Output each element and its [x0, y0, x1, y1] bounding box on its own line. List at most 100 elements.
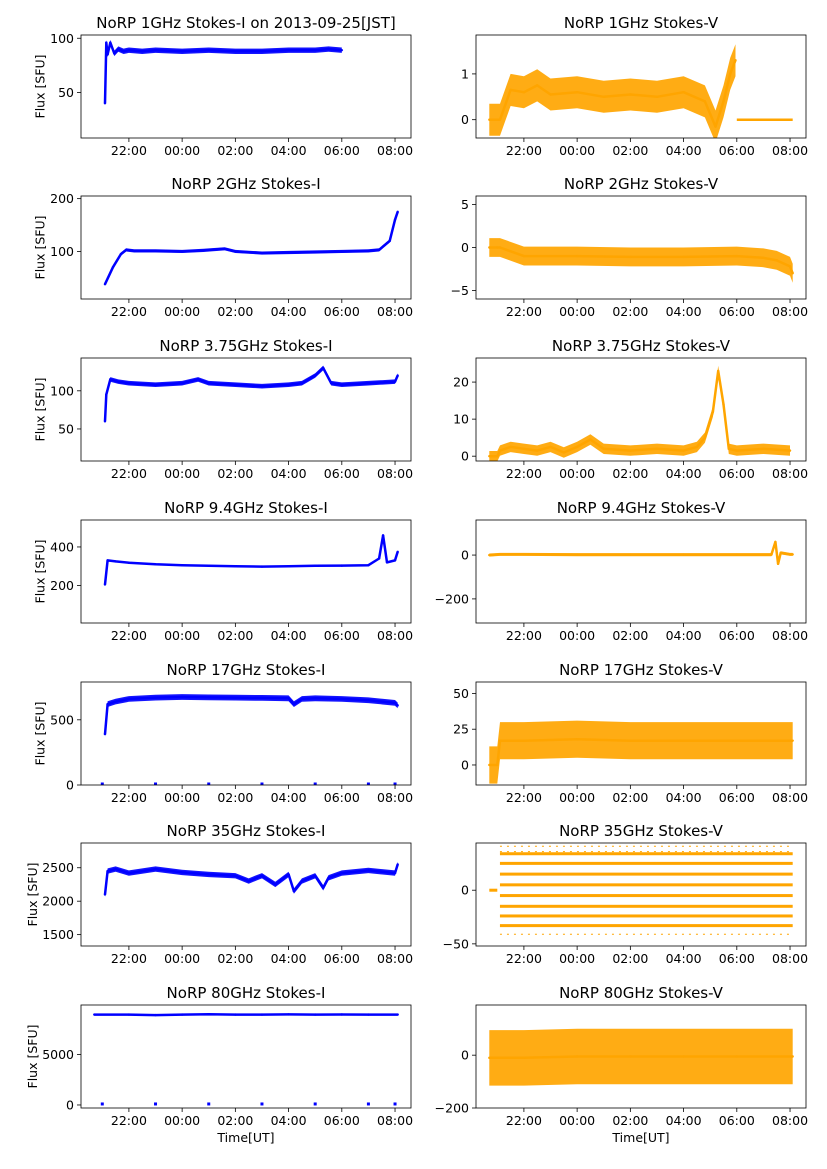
data-point — [127, 48, 131, 52]
baseline-segment — [489, 888, 498, 892]
data-point — [488, 118, 491, 121]
axes-frame — [475, 34, 807, 139]
series-band — [105, 39, 342, 106]
series-line — [103, 864, 399, 895]
data-point — [234, 383, 237, 386]
data-point — [154, 867, 157, 871]
data-point — [114, 700, 117, 703]
y-axis-label: Flux [SFU] — [33, 702, 48, 766]
data-point — [488, 763, 491, 767]
data-point — [207, 1013, 210, 1016]
y-tick-label: 50 — [58, 421, 74, 436]
data-point — [234, 565, 237, 568]
level-band — [499, 861, 793, 865]
y-tick-label: 10 — [453, 412, 469, 427]
data-point — [522, 91, 526, 94]
panel-4: 22:00 00:00 02:00 04:00 06:00 08:00 −5 0 5 NoRP 2… — [451, 175, 809, 319]
series-band — [489, 540, 793, 566]
series-band — [105, 365, 398, 424]
data-point — [703, 436, 707, 439]
data-point — [655, 95, 659, 99]
data-point — [313, 697, 317, 700]
x-tick-label: 02:00 — [217, 1113, 253, 1128]
y-axis-label: Flux [SFU] — [25, 863, 40, 927]
data-point — [695, 445, 699, 449]
x-tick-label: 08:00 — [377, 1113, 413, 1128]
data-point — [207, 564, 210, 568]
gap-marker — [313, 782, 317, 785]
data-point — [575, 254, 579, 258]
data-point — [629, 449, 632, 452]
data-point — [127, 697, 131, 701]
data-point — [788, 553, 792, 556]
data-point — [255, 876, 258, 879]
x-tick-label: 04:00 — [271, 466, 307, 481]
data-point — [498, 739, 502, 742]
y-tick-label: 500 — [50, 712, 74, 727]
x-tick-label: 02:00 — [612, 466, 648, 481]
data-point — [313, 564, 317, 568]
data-point — [498, 553, 502, 556]
y-tick-label: 0 — [461, 757, 469, 772]
x-tick-label: 00:00 — [559, 790, 595, 805]
x-tick-label: 02:00 — [612, 628, 648, 643]
data-point — [735, 449, 739, 452]
data-point — [388, 239, 391, 243]
y-tick-label: 5000 — [42, 1047, 74, 1062]
data-point — [154, 1013, 157, 1017]
data-point — [762, 447, 765, 450]
x-tick-label: 22:00 — [506, 466, 542, 481]
data-point — [776, 562, 780, 566]
y-tick-label: 100 — [50, 31, 74, 46]
x-tick-label: 02:00 — [612, 1113, 648, 1128]
data-point — [562, 451, 566, 454]
data-point — [340, 697, 344, 701]
panel-8: 22:00 00:00 02:00 04:00 06:00 08:00 −200 0 NoRP … — [435, 499, 808, 643]
y-tick-label: 100 — [50, 244, 74, 259]
y-tick-label: 0 — [461, 1048, 469, 1063]
data-point — [655, 447, 659, 450]
plot-area — [100, 694, 399, 785]
x-tick-label: 00:00 — [164, 304, 200, 319]
gap-marker — [393, 782, 397, 785]
y-tick-label: −5 — [451, 283, 469, 298]
x-tick-label: 08:00 — [377, 466, 413, 481]
axes-frame — [475, 1004, 807, 1109]
axes-frame — [475, 519, 807, 624]
data-point — [791, 553, 794, 556]
data-point — [127, 1013, 131, 1016]
data-point — [779, 551, 782, 555]
data-point — [549, 93, 552, 96]
data-point — [180, 381, 184, 385]
y-axis-label: Flux [SFU] — [25, 1025, 40, 1089]
x-tick-label: 08:00 — [377, 951, 413, 966]
data-point — [509, 445, 512, 449]
data-point — [300, 381, 304, 385]
data-point — [791, 739, 794, 742]
x-tick-label: 00:00 — [164, 951, 200, 966]
data-point — [103, 283, 107, 286]
data-point — [260, 385, 264, 388]
data-point — [682, 449, 685, 452]
data-point — [722, 403, 725, 406]
data-point — [106, 869, 109, 873]
panel-11: 22:00 00:00 02:00 04:00 06:00 08:00 1500 2000 25… — [25, 822, 413, 966]
x-tick-label: 06:00 — [719, 466, 755, 481]
data-point — [488, 1056, 491, 1060]
data-point — [536, 449, 539, 452]
x-tick-label: 22:00 — [111, 466, 147, 481]
level-band — [499, 904, 793, 908]
data-point — [105, 41, 108, 44]
panel-title: NoRP 17GHz Stokes-I — [167, 661, 326, 679]
x-tick-label: 02:00 — [612, 951, 648, 966]
data-point — [260, 696, 264, 700]
data-point — [180, 695, 184, 699]
plot-area — [103, 861, 399, 898]
plot-area — [93, 1013, 399, 1106]
gap-marker — [100, 782, 104, 785]
y-tick-label: 2500 — [42, 860, 74, 875]
x-tick-label: 22:00 — [111, 304, 147, 319]
axes-frame — [80, 34, 412, 139]
series-band — [489, 238, 793, 283]
data-point — [260, 874, 264, 877]
